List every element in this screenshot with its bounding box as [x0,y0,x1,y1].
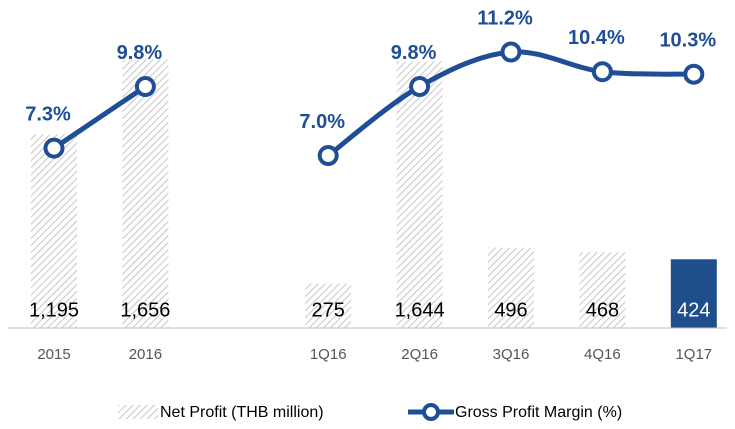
bar-value-label: 496 [494,299,527,321]
bar-value-label: 424 [677,299,710,321]
x-tick-label: 4Q16 [584,346,621,363]
line-marker [409,76,431,98]
legend-label: Gross Profit Margin (%) [455,404,622,421]
line-value-label: 9.8% [117,42,163,64]
x-tick-label: 2Q16 [401,346,438,363]
line-value-label: 10.3% [659,29,716,51]
legend-swatch-marker [422,403,440,421]
line-marker [683,63,705,85]
bar [31,134,77,328]
bar [122,59,169,329]
x-tick-label: 3Q16 [493,346,530,363]
line-marker [134,76,156,98]
line-marker [500,41,522,63]
line-marker [591,61,613,83]
bar [305,283,352,328]
line [326,49,694,158]
line-value-label: 11.2% [477,7,533,29]
x-tick-label: 2016 [129,346,162,363]
line-value-label: 7.3% [25,103,71,125]
bar-value-label: 1,656 [120,299,170,321]
bar-value-label: 1,644 [395,299,445,321]
bar-value-label: 1,195 [29,299,79,321]
line-value-label: 7.0% [299,111,345,133]
x-tick-label: 1Q16 [310,346,347,363]
line-marker [43,137,65,159]
legend-label: Net Profit (THB million) [160,404,324,421]
bar [579,252,626,328]
bar [488,247,534,328]
line-value-label: 10.4% [568,27,625,49]
bar [396,61,443,328]
bar-value-label: 468 [586,299,619,321]
x-tick-label: 2015 [37,346,70,363]
bar-value-label: 275 [312,299,345,321]
bar [670,259,717,328]
x-tick-label: 1Q17 [675,346,712,363]
legend-swatch [118,405,158,419]
line-value-label: 9.8% [391,42,437,64]
line-marker [317,145,339,167]
